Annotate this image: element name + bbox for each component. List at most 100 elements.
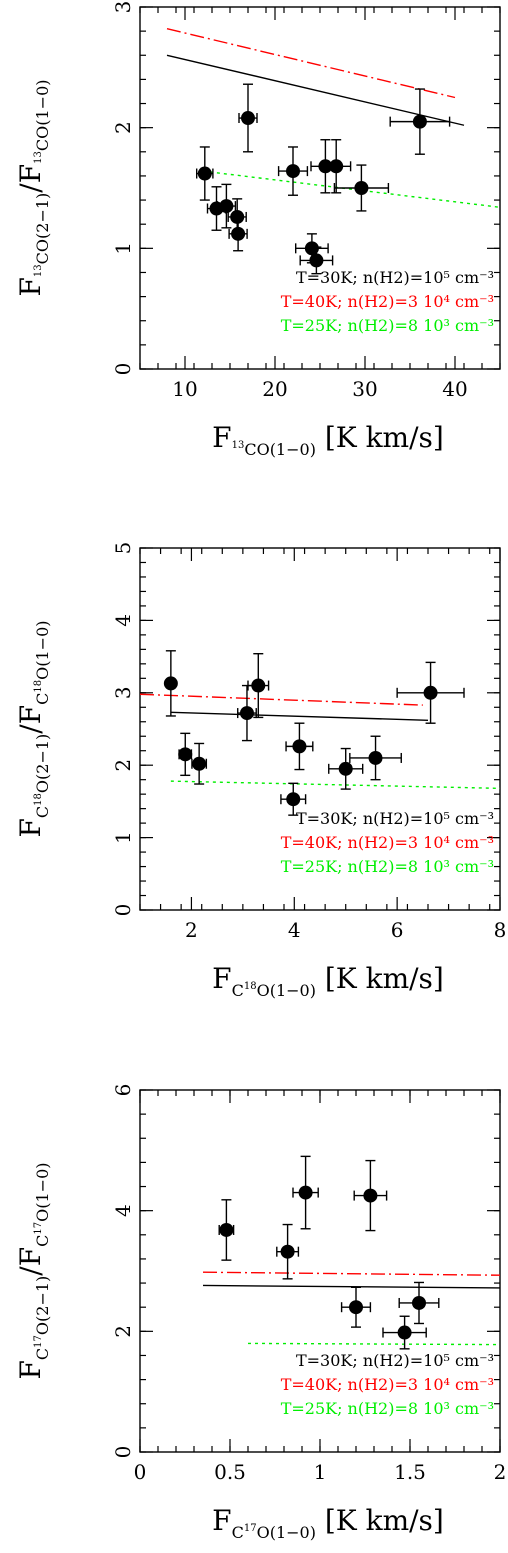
data-point-7 — [285, 722, 314, 771]
data-point-marker — [397, 1325, 412, 1340]
model-line-3 — [247, 1342, 501, 1346]
data-point-5 — [353, 1159, 388, 1232]
x-tick-label: 0.5 — [214, 1460, 246, 1484]
y-label-sub-pre: C — [33, 693, 52, 705]
y-tick-label: 1 — [111, 242, 135, 255]
data-point-marker — [363, 1188, 378, 1203]
data-point-1 — [163, 650, 178, 717]
data-point-7 — [277, 146, 309, 196]
x-label-sub: CO(1−0) — [244, 440, 316, 459]
x-label-iso-mass: 13 — [232, 440, 245, 451]
chart-panel-3: 0 0.5 1 1.5 2 0 2 4 6 T=30K; n(H2)=10⁵ cm⁻³ T=40K;… — [14, 1084, 506, 1542]
data-point-12 — [333, 164, 390, 212]
chart-panel-1: 10 20 30 40 0 1 2 3 T=30K; n(H2)=10⁵ cm⁻³ T=40K; … — [14, 1, 501, 459]
y-axis-label: FC17O(2−1)/FC17O(1−0) — [14, 1162, 52, 1379]
x-label-base: F — [212, 962, 231, 995]
data-point-6 — [280, 782, 307, 816]
x-axis-label: FC17O(1−0) [K km/s] — [212, 1504, 444, 1542]
y-label-iso-mass: 17 — [33, 1335, 44, 1348]
y-label-iso-mass: 13 — [33, 151, 44, 164]
data-point-marker — [354, 181, 369, 195]
x-tick-label: 0 — [134, 1460, 147, 1484]
data-point-3 — [191, 742, 208, 785]
data-point-marker — [163, 676, 178, 691]
y-label-base: F — [14, 1247, 47, 1266]
x-tick-label: 10 — [172, 377, 197, 401]
x-label-sub: O(1−0) — [257, 981, 316, 1000]
x-tick-label: 8 — [494, 918, 507, 942]
data-point-2 — [178, 732, 193, 777]
y-tick-label: 5 — [111, 542, 135, 555]
data-point-marker — [412, 1295, 426, 1310]
data-point-5 — [228, 216, 248, 252]
y-tick-label: 4 — [111, 1204, 135, 1217]
y-tick-label: 0 — [111, 363, 135, 376]
y-label-slash: / — [14, 724, 47, 734]
data-point-9 — [349, 735, 402, 781]
y-tick-label: 3 — [111, 686, 135, 699]
x-tick-label: 1.5 — [394, 1460, 426, 1484]
y-label-iso-mass: 13 — [33, 264, 44, 277]
data-point-marker — [286, 792, 301, 807]
y-label-base: F — [14, 1360, 47, 1379]
data-point-marker — [423, 685, 438, 700]
data-point-4 — [237, 684, 257, 742]
y-label-base: F — [14, 164, 47, 183]
x-tick-label: 6 — [391, 918, 404, 942]
y-tick-label: 0 — [111, 1446, 135, 1459]
x-label-unit: [K km/s] — [316, 421, 444, 454]
model-line-1 — [166, 54, 465, 126]
chart-panel-2: 2 4 6 8 0 1 2 3 4 5 T=30K; n(H2)=10⁵ cm⁻³ T=40K; n(… — [14, 542, 506, 1000]
data-point-marker — [286, 164, 300, 179]
y-label-iso-mass: 18 — [33, 680, 44, 693]
y-tick-label: 2 — [111, 1325, 135, 1338]
y-label-iso-mass: 18 — [33, 793, 44, 806]
data-point-9 — [299, 246, 334, 275]
y-tick-label: 4 — [111, 614, 135, 627]
model-line-2 — [139, 693, 423, 706]
data-point-marker — [219, 199, 234, 214]
x-label-unit: [K km/s] — [316, 962, 444, 995]
data-point-marker — [338, 761, 353, 776]
y-label-sub: O(1−0) — [33, 620, 52, 679]
x-tick-label: 2 — [494, 1460, 507, 1484]
data-point-4 — [340, 1286, 372, 1328]
data-point-marker — [292, 739, 307, 754]
y-tick-label: 2 — [111, 759, 135, 772]
data-point-marker — [309, 253, 324, 268]
data-point-11 — [321, 139, 352, 194]
y-tick-label: 2 — [111, 121, 135, 134]
data-point-5 — [247, 653, 270, 719]
data-point-marker — [239, 706, 254, 721]
legend-entry-3: T=25K; n(H2)=8 10³ cm⁻³ — [281, 857, 494, 876]
x-axis-label: F13CO(1−0) [K km/s] — [212, 421, 444, 459]
y-label-iso-mass: 17 — [33, 1222, 44, 1235]
data-point-marker — [298, 1185, 313, 1200]
x-tick-label: 2 — [185, 918, 198, 942]
y-label-sub: O(1−0) — [33, 1162, 52, 1221]
y-label-sub-pre: C — [33, 1348, 52, 1360]
y-label-sub-pre: C — [33, 806, 52, 818]
model-line-2 — [202, 1271, 501, 1276]
data-point-marker — [304, 241, 319, 256]
x-label-sub-pre: C — [232, 1523, 244, 1542]
data-point-7 — [398, 1281, 440, 1325]
legend-entry-1: T=30K; n(H2)=10⁵ cm⁻³ — [296, 1351, 494, 1370]
x-label-sub: O(1−0) — [257, 1523, 316, 1542]
data-point-marker — [192, 756, 207, 771]
y-label-slash: / — [14, 1266, 47, 1276]
x-label-sub-pre: C — [232, 981, 244, 1000]
data-point-6 — [238, 83, 258, 153]
model-line-1 — [170, 711, 429, 722]
x-label-iso-mass: 18 — [244, 981, 257, 992]
data-point-marker — [412, 114, 427, 129]
data-point-13 — [389, 88, 451, 155]
y-label-base: F — [14, 277, 47, 296]
model-line-2 — [166, 28, 456, 99]
legend-entry-2: T=40K; n(H2)=3 10⁴ cm⁻³ — [281, 292, 494, 311]
plot-frame — [139, 547, 501, 911]
data-point-marker — [197, 166, 212, 181]
data-point-marker — [241, 111, 255, 126]
